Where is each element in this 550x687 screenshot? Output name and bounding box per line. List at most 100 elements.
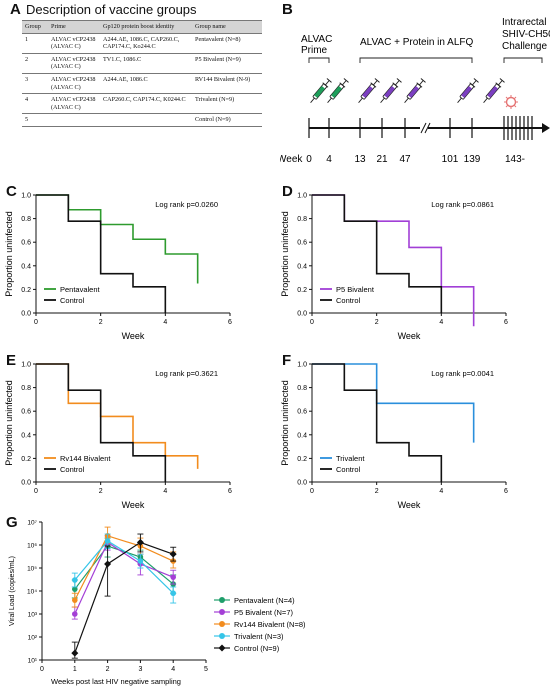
legend-label: Pentavalent: [60, 285, 101, 294]
x-tick-label: 4: [163, 319, 167, 326]
legend-label: Control: [60, 465, 85, 474]
data-point: [104, 560, 112, 568]
data-point: [170, 574, 176, 580]
cell-prime: [48, 113, 100, 127]
data-point: [137, 558, 144, 564]
syringe-icon: [324, 77, 350, 106]
panel-letter-g: G: [6, 514, 18, 531]
x-tick-label: 5: [204, 666, 208, 673]
cell-prime: ALVAC vCP2438 (ALVAC C): [48, 93, 100, 115]
table-row: 4 ALVAC vCP2438 (ALVAC C) CAP260.C, CAP1…: [22, 93, 262, 115]
survival-line-control: [36, 363, 167, 482]
y-tick-label: 0.4: [297, 263, 307, 270]
legend-label: Trivalent: [336, 454, 365, 463]
x-tick-label: 6: [504, 488, 508, 495]
header-boost: Gp120 protein boost identity: [100, 20, 192, 34]
y-tick-label: 0.4: [21, 263, 31, 270]
legend-label: Rv144 Bivalent (N=8): [234, 620, 306, 629]
y-tick-label: 10²: [28, 635, 38, 642]
timeline-tick: 47: [399, 154, 411, 165]
y-tick-label: 0.4: [297, 432, 307, 439]
log-rank-annotation: Log rank p=0.0260: [155, 200, 218, 209]
cell-name: Pentavalent (N=8): [192, 33, 262, 54]
x-tick-label: 4: [171, 666, 175, 673]
survival-chart-c: 0.0 0.2 0.4 0.6 0.8 1.0 0 2 4 6 Week Proportion uni…: [4, 193, 232, 342]
virus-icon: [504, 95, 518, 109]
panel-letter-c: C: [6, 183, 17, 200]
survival-chart-f: 0.0 0.2 0.4 0.6 0.8 1.0 0 2 4 6 Week Proportion uni…: [280, 362, 508, 511]
series-line: [74, 535, 174, 601]
legend-label: Control: [336, 465, 361, 474]
syringe-icon: [355, 77, 381, 106]
legend-label: Control: [336, 296, 361, 305]
syringe-icon: [307, 77, 333, 106]
cell-group: 4: [22, 93, 48, 115]
table-row: 1 ALVAC vCP2438 (ALVAC C) A244.AE, 1086.…: [22, 33, 262, 54]
header-group-name: Group name: [192, 20, 262, 34]
cell-group: 1: [22, 33, 48, 54]
cell-name: P5 Bivalent (N=9): [192, 53, 262, 74]
legend-marker: [219, 609, 225, 615]
syringe-icon: [454, 77, 480, 106]
table-header-row: Group Prime Gp120 protein boost identity…: [22, 20, 262, 34]
timeline-axis-label: Week: [280, 154, 303, 165]
y-tick-label: 0.2: [297, 287, 307, 294]
panel-letter-f: F: [282, 352, 292, 369]
y-tick-label: 0.2: [297, 456, 307, 463]
syringe-icon: [377, 77, 403, 106]
log-rank-annotation: Log rank p=0.3621: [155, 369, 218, 378]
table-title: Description of vaccine groups: [26, 2, 197, 17]
survival-line-control: [312, 194, 443, 313]
cell-boost: A244.AE, 1086.C: [100, 73, 192, 95]
x-axis-label: Week: [398, 500, 421, 510]
cell-group: 5: [22, 113, 48, 127]
prime-label-2: Prime: [301, 45, 328, 56]
legend-label: Control: [60, 296, 85, 305]
x-tick-label: 0: [34, 488, 38, 495]
boost-label: ALVAC + Protein in ALFQ: [360, 37, 474, 48]
timeline-tick: 4: [326, 154, 332, 165]
y-tick-label: 0.8: [21, 216, 31, 223]
challenge-label-1: Intrarectal: [502, 17, 546, 28]
timeline-tick: 21: [376, 154, 388, 165]
cell-prime: ALVAC vCP2438 (ALVAC C): [48, 53, 100, 74]
x-tick-label: 4: [439, 319, 443, 326]
cell-group: 2: [22, 53, 48, 74]
data-point: [72, 577, 78, 583]
syringe-icon: [401, 77, 427, 106]
x-tick-label: 6: [228, 319, 232, 326]
y-tick-label: 1.0: [21, 362, 31, 369]
vaccine-groups-table: Group Prime Gp120 protein boost identity…: [22, 20, 262, 127]
x-tick-label: 0: [40, 666, 44, 673]
y-tick-label: 0.8: [297, 216, 307, 223]
y-tick-label: 0.6: [297, 409, 307, 416]
y-tick-label: 0.0: [21, 480, 31, 487]
x-tick-label: 0: [310, 488, 314, 495]
y-tick-label: 0.4: [21, 432, 31, 439]
data-point: [72, 586, 78, 592]
x-axis-label: Week: [398, 331, 421, 341]
y-tick-label: 1.0: [297, 193, 307, 200]
cell-name: Trivalent (N=9): [192, 93, 262, 115]
data-point: [136, 538, 144, 546]
challenge-label-3: Challenge: [502, 41, 547, 52]
survival-chart-d: 0.0 0.2 0.4 0.6 0.8 1.0 0 2 4 6 Week Proportion uni…: [280, 193, 508, 342]
timeline-tick: 13: [354, 154, 366, 165]
y-tick-label: 10⁵: [27, 566, 37, 573]
data-point: [169, 550, 177, 558]
cell-name: Control (N=9): [192, 113, 262, 127]
syringe-icon: [480, 77, 506, 106]
y-tick-label: 0.6: [21, 409, 31, 416]
header-group: Group: [22, 20, 48, 34]
y-tick-label: 10⁶: [27, 543, 37, 550]
panel-letter-d: D: [282, 183, 293, 200]
legend-label: Trivalent (N=3): [234, 632, 284, 641]
x-tick-label: 2: [106, 666, 110, 673]
survival-chart-e: 0.0 0.2 0.4 0.6 0.8 1.0 0 2 4 6 Week Proportion uni…: [4, 362, 232, 511]
header-prime: Prime: [48, 20, 100, 34]
x-axis-label: Week: [122, 500, 145, 510]
y-tick-label: 0.0: [297, 311, 307, 318]
y-axis-label: Proportion uninfected: [4, 211, 14, 297]
y-axis-label: Proportion uninfected: [280, 211, 290, 297]
legend-label: P5 Bivalent: [336, 285, 375, 294]
